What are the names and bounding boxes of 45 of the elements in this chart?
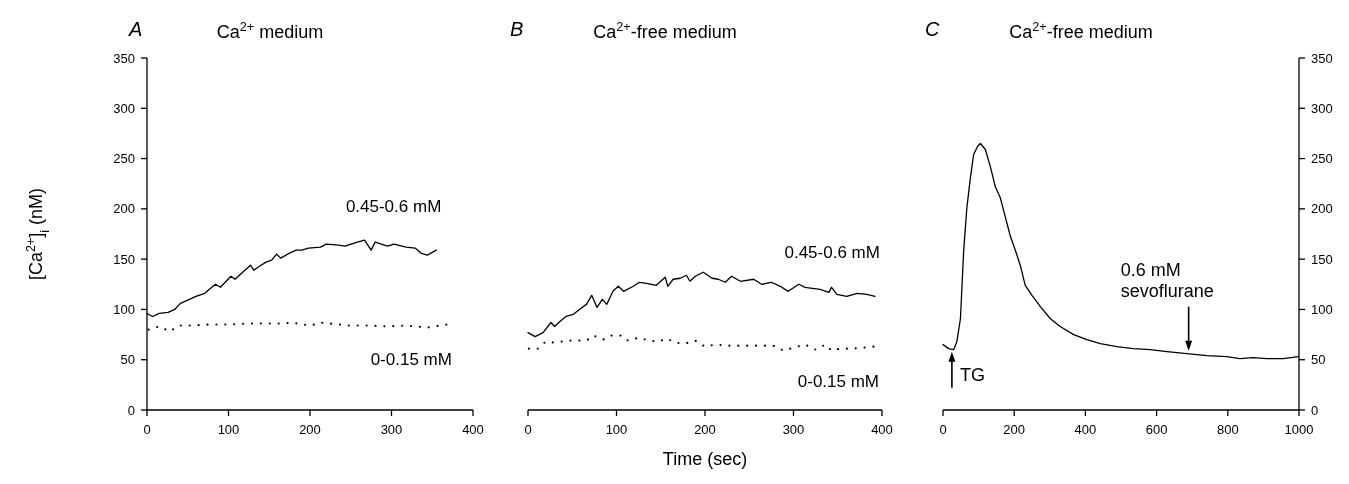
annotation: 0.6 mM sevoflurane <box>1120 259 1214 301</box>
y-tick-label: 350 <box>113 50 135 66</box>
chart-title: B <box>510 18 524 40</box>
chart-subtitle: Ca$^{2+}$ medium <box>216 20 324 42</box>
chart-title: A <box>128 18 143 40</box>
series-label: 0.45-0.6 mM <box>784 243 880 263</box>
x-tick-label: 0 <box>939 422 947 437</box>
x-tick-label: 200 <box>694 422 716 437</box>
x-tick-label: 400 <box>871 422 893 437</box>
series-label: 0.45-0.6 mM <box>345 197 442 217</box>
y-tick-label: 350 <box>1311 50 1333 66</box>
y-tick-label: 150 <box>1311 251 1333 267</box>
y-tick-label: 300 <box>113 100 135 116</box>
x-tick-label: 400 <box>1074 422 1097 437</box>
x-tick-label: 1000 <box>1284 422 1314 437</box>
series-label: 0-0.15 mM <box>370 349 452 369</box>
y-tick-label: 250 <box>1311 151 1333 167</box>
x-tick-label: 100 <box>217 422 240 437</box>
chart-title: C <box>925 18 940 40</box>
y-tick-label: 50 <box>120 352 135 368</box>
x-tick-label: 0 <box>524 422 532 437</box>
y-tick-label: 0 <box>127 402 135 418</box>
annotation: TG <box>959 364 985 385</box>
y-tick-label: 150 <box>113 251 135 267</box>
y-tick-label: 50 <box>1311 352 1326 368</box>
x-tick-label: 300 <box>782 422 805 437</box>
y-tick-label: 200 <box>1311 201 1333 217</box>
x-tick-label: 600 <box>1145 422 1168 437</box>
y-tick-label: 300 <box>1311 100 1333 116</box>
y-tick-label: 0 <box>1311 402 1319 418</box>
x-tick-label: 100 <box>605 422 628 437</box>
x-tick-label: 200 <box>1003 422 1026 437</box>
series-label: 0-0.15 mM <box>797 371 880 391</box>
x-tick-label: 200 <box>299 422 321 437</box>
y-tick-label: 200 <box>113 201 135 217</box>
chart-subtitle: Ca$^{2+}$-free medium <box>593 20 737 42</box>
x-tick-label: 400 <box>462 422 484 437</box>
y-tick-label: 100 <box>1311 301 1333 317</box>
y-tick-label: 250 <box>113 151 135 167</box>
x-axis-title: Time (sec) <box>662 449 748 469</box>
chart-subtitle: Ca$^{2+}$-free medium <box>1009 20 1153 42</box>
x-tick-label: 300 <box>380 422 403 437</box>
x-tick-label: 0 <box>143 422 151 437</box>
x-tick-label: 800 <box>1216 422 1239 437</box>
y-tick-label: 100 <box>113 301 135 317</box>
